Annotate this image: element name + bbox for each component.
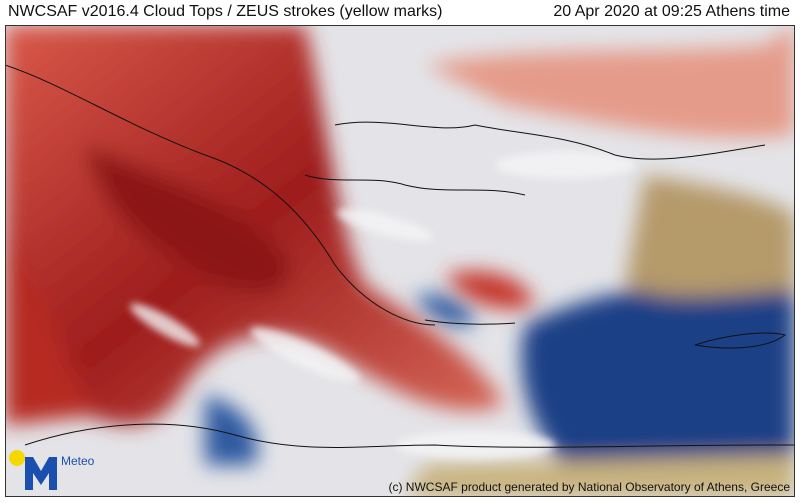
credit: (c) NWCSAF product generated by National… <box>388 480 790 494</box>
map-title: NWCSAF v2016.4 Cloud Tops / ZEUS strokes… <box>8 3 443 20</box>
surface <box>205 175 795 497</box>
cloud-tops <box>5 25 795 425</box>
timestamp: 20 Apr 2020 at 09:25 Athens time <box>553 3 790 20</box>
borders <box>5 64 795 448</box>
satellite-map: Meteo (c) NWCSAF product generated by Na… <box>5 25 795 497</box>
logo-mark <box>25 457 57 490</box>
frame <box>5 25 795 497</box>
logo-text: Meteo <box>61 454 95 468</box>
logo-sun <box>9 450 25 466</box>
cloud-streaks <box>130 151 635 459</box>
